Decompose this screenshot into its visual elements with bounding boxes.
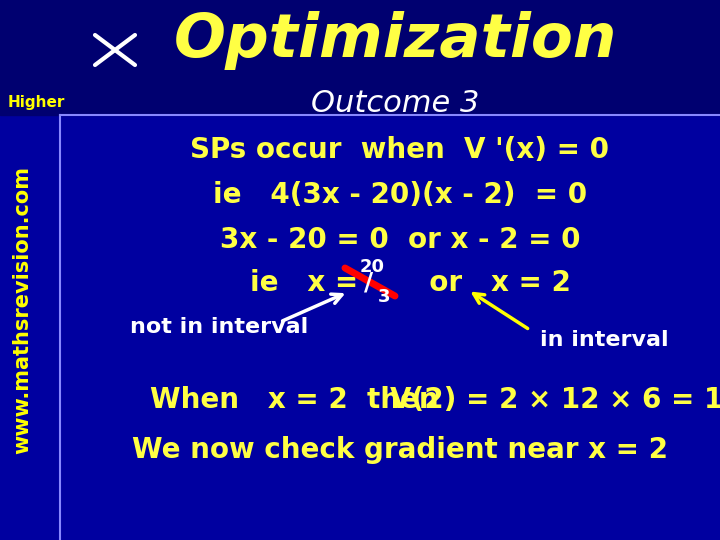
Text: 3x - 20 = 0  or x - 2 = 0: 3x - 20 = 0 or x - 2 = 0: [220, 226, 580, 254]
Text: /: /: [364, 270, 373, 294]
Text: Outcome 3: Outcome 3: [311, 90, 480, 118]
Text: ie   4(3x - 20)(x - 2)  = 0: ie 4(3x - 20)(x - 2) = 0: [213, 181, 587, 209]
Bar: [0, 0, 720, 115]
Text: ie   x =: ie x =: [250, 269, 368, 297]
Text: not in interval: not in interval: [130, 317, 308, 337]
Text: 3: 3: [378, 288, 390, 306]
Text: We now check gradient near x = 2: We now check gradient near x = 2: [132, 436, 668, 464]
Text: or   x = 2: or x = 2: [410, 269, 571, 297]
Text: in interval: in interval: [540, 330, 669, 350]
Text: www.mathsrevision.com: www.mathsrevision.com: [12, 166, 32, 454]
Text: When   x = 2  then: When x = 2 then: [150, 386, 438, 414]
Text: SPs occur  when  V '(x) = 0: SPs occur when V '(x) = 0: [191, 136, 610, 164]
Text: Higher: Higher: [8, 96, 66, 111]
Text: V(2) = 2 × 12 × 6 = 144: V(2) = 2 × 12 × 6 = 144: [390, 386, 720, 414]
Text: Optimization: Optimization: [174, 10, 617, 70]
Text: 20: 20: [360, 258, 385, 276]
